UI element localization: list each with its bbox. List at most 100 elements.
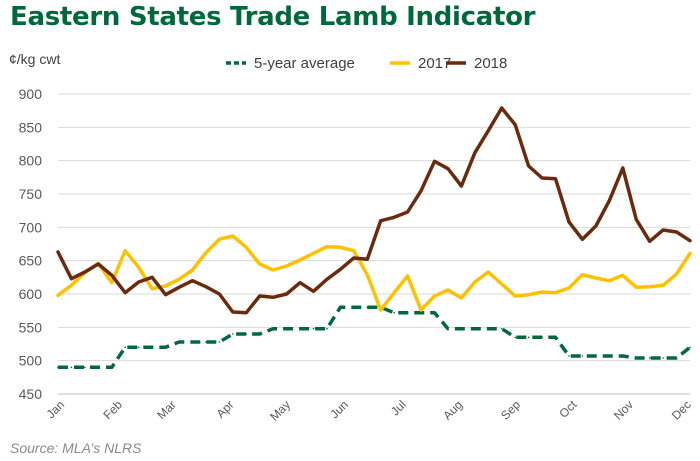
data-point-y2018 xyxy=(272,296,274,299)
data-point-avg xyxy=(568,355,570,357)
data-point-y2018 xyxy=(568,221,570,223)
data-point-y2017 xyxy=(70,284,73,287)
data-point-y2018 xyxy=(460,185,463,187)
data-point-y2017 xyxy=(285,265,288,267)
data-point-y2017 xyxy=(662,284,664,287)
data-point-avg xyxy=(527,336,530,339)
x-tick-label: Dec xyxy=(669,398,694,423)
x-tick-label: Apr xyxy=(214,398,237,421)
data-point-y2017 xyxy=(164,285,167,287)
data-point-y2017 xyxy=(353,249,355,252)
series-line-y2018 xyxy=(56,106,692,315)
data-point-y2017 xyxy=(527,293,530,296)
data-point-y2018 xyxy=(420,189,422,192)
data-point-y2017 xyxy=(460,297,463,299)
data-point-y2017 xyxy=(447,289,449,291)
data-point-avg xyxy=(541,336,543,339)
data-point-y2018 xyxy=(339,268,342,271)
data-point-avg xyxy=(420,311,422,314)
data-point-avg xyxy=(581,355,584,357)
data-point-y2018 xyxy=(84,271,86,273)
data-point-avg xyxy=(191,341,194,343)
data-point-y2017 xyxy=(151,287,153,290)
data-point-y2018 xyxy=(218,293,221,295)
data-point-y2017 xyxy=(514,295,516,297)
data-point-y2017 xyxy=(581,273,584,276)
data-point-y2018 xyxy=(621,167,624,169)
x-tick-label: Mar xyxy=(154,398,179,423)
data-point-y2017 xyxy=(110,281,113,284)
data-point-y2017 xyxy=(675,273,678,275)
data-point-avg xyxy=(299,327,301,330)
data-point-avg xyxy=(326,327,328,330)
data-point-y2017 xyxy=(608,279,611,282)
data-point-y2018 xyxy=(299,281,301,284)
data-point-avg xyxy=(675,357,678,359)
data-point-avg xyxy=(487,327,490,330)
data-point-avg xyxy=(218,341,221,343)
data-point-y2018 xyxy=(191,279,194,282)
data-point-avg xyxy=(514,336,516,339)
x-tick-label: Sep xyxy=(498,397,523,422)
data-point-y2017 xyxy=(366,273,369,276)
data-point-y2017 xyxy=(648,285,651,288)
data-point-y2018 xyxy=(527,165,530,167)
data-point-y2018 xyxy=(326,278,328,281)
data-point-y2018 xyxy=(648,240,651,243)
data-point-avg xyxy=(178,341,180,343)
data-point-y2018 xyxy=(393,216,395,219)
legend: 5-year average 2017 2018 xyxy=(226,55,507,72)
data-point-y2018 xyxy=(285,293,288,295)
data-point-y2017 xyxy=(312,252,315,255)
data-point-avg xyxy=(460,327,463,330)
data-point-avg xyxy=(433,311,436,314)
data-point-y2017 xyxy=(178,278,180,281)
data-point-avg xyxy=(447,327,449,330)
y-tick-label: 750 xyxy=(19,186,43,202)
data-point-y2018 xyxy=(57,251,59,253)
y-tick-label: 850 xyxy=(19,119,43,135)
data-point-avg xyxy=(124,346,127,349)
data-point-avg xyxy=(164,346,167,349)
data-point-y2018 xyxy=(433,160,436,163)
data-point-y2017 xyxy=(621,274,624,277)
data-point-y2018 xyxy=(635,218,638,221)
data-point-y2018 xyxy=(110,274,113,277)
data-point-avg xyxy=(285,327,288,330)
data-point-y2017 xyxy=(258,263,261,265)
data-point-y2017 xyxy=(635,286,638,289)
legend-label-y2018: 2018 xyxy=(474,55,507,72)
data-point-y2017 xyxy=(299,259,301,261)
data-point-avg xyxy=(393,311,395,314)
data-point-avg xyxy=(245,333,248,335)
data-point-y2017 xyxy=(379,309,382,311)
data-point-y2018 xyxy=(406,211,409,213)
data-point-y2018 xyxy=(151,276,153,279)
data-point-avg xyxy=(339,306,342,309)
data-point-avg xyxy=(110,366,113,369)
data-point-y2018 xyxy=(608,199,611,202)
data-point-y2017 xyxy=(57,294,59,297)
data-point-y2018 xyxy=(500,107,503,109)
data-point-y2018 xyxy=(258,295,261,297)
data-point-y2018 xyxy=(137,281,140,283)
x-tick-label: May xyxy=(267,398,293,424)
data-point-y2017 xyxy=(541,291,543,293)
legend-label-avg: 5-year average xyxy=(254,55,355,72)
data-point-y2017 xyxy=(689,252,691,255)
x-tick-label: Nov xyxy=(611,398,636,423)
data-point-avg xyxy=(474,327,476,330)
data-point-y2017 xyxy=(554,291,557,294)
data-point-y2018 xyxy=(662,229,664,231)
data-point-y2017 xyxy=(272,269,274,271)
data-point-avg xyxy=(608,355,611,357)
data-point-y2018 xyxy=(675,231,678,233)
y-tick-label: 900 xyxy=(19,86,43,102)
data-point-avg xyxy=(97,366,100,369)
data-point-avg xyxy=(205,341,207,343)
data-point-avg xyxy=(84,366,86,369)
data-point-y2017 xyxy=(595,277,597,279)
data-point-avg xyxy=(232,333,234,335)
data-point-y2017 xyxy=(218,238,221,241)
data-point-y2017 xyxy=(137,266,140,269)
